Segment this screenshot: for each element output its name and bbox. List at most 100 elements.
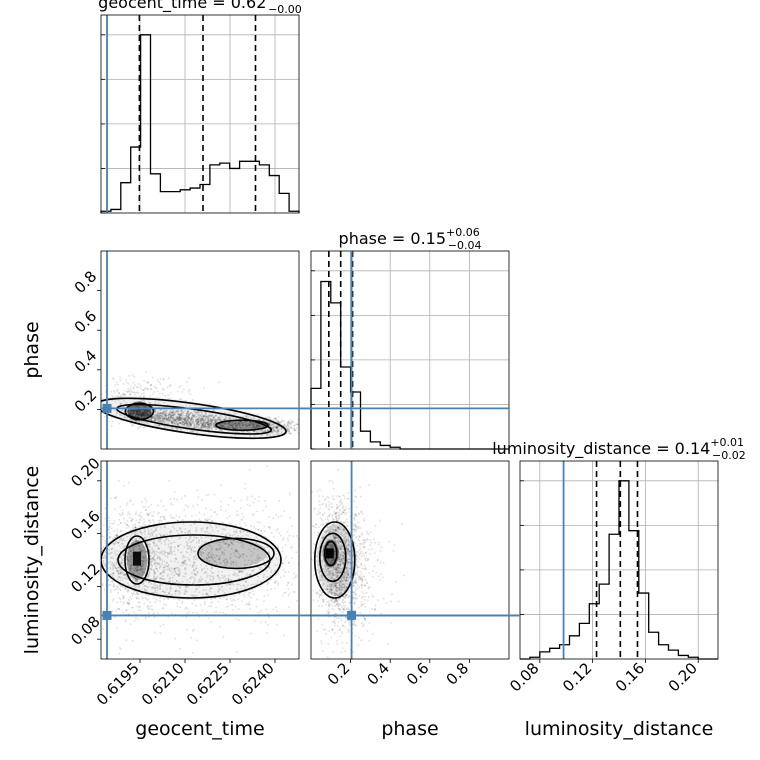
sample-point: [184, 515, 187, 517]
sample-point: [225, 598, 228, 600]
sample-point: [152, 557, 154, 560]
sample-point: [168, 545, 170, 548]
sample-point: [153, 542, 155, 545]
sample-point: [141, 532, 144, 534]
sample-point: [159, 420, 162, 422]
sample-point: [267, 551, 270, 554]
sample-point: [290, 420, 293, 423]
sample-point: [152, 530, 155, 532]
sample-point: [215, 421, 217, 423]
sample-point: [203, 421, 206, 423]
sample-point: [219, 544, 221, 547]
sample-point: [209, 423, 212, 425]
sample-point: [181, 551, 183, 553]
sample-point: [264, 430, 267, 433]
sample-point: [328, 591, 331, 594]
sample-point: [241, 570, 243, 573]
sample-point: [273, 417, 275, 420]
sample-point: [154, 419, 157, 422]
sample-point: [211, 535, 213, 538]
sample-point: [148, 580, 151, 583]
sample-point: [177, 416, 180, 419]
sample-point: [218, 596, 221, 599]
sample-point: [225, 533, 227, 536]
sample-point: [164, 535, 167, 537]
sample-point: [125, 524, 128, 526]
sample-point: [157, 612, 159, 614]
sample-point: [219, 428, 221, 430]
sample-point: [204, 580, 207, 582]
sample-point: [140, 421, 143, 424]
sample-point: [209, 588, 211, 591]
sample-point: [236, 583, 238, 586]
sample-point: [198, 518, 201, 521]
sample-point: [206, 518, 209, 521]
sample-point: [155, 418, 158, 420]
sample-point: [135, 570, 138, 572]
sample-point: [127, 552, 129, 554]
sample-point: [201, 499, 204, 502]
sample-point: [232, 598, 235, 601]
sample-point: [224, 579, 226, 581]
sample-point: [128, 481, 130, 484]
sample-point: [201, 424, 203, 427]
sample-point: [113, 585, 116, 588]
sample-point: [239, 570, 242, 573]
sample-point: [119, 522, 122, 524]
sample-point: [189, 424, 192, 427]
sample-point: [123, 393, 125, 395]
sample-point: [177, 413, 180, 415]
sample-point: [171, 422, 174, 425]
sample-point: [194, 420, 196, 423]
sample-point: [118, 544, 121, 547]
sample-point: [176, 605, 179, 607]
sample-point: [188, 418, 191, 420]
sample-point: [268, 423, 271, 425]
sample-point: [219, 428, 221, 431]
sample-point: [148, 581, 151, 583]
sample-point: [181, 556, 184, 559]
sample-point: [144, 585, 146, 587]
sample-point: [235, 549, 238, 552]
sample-point: [157, 551, 160, 554]
sample-point: [195, 588, 198, 590]
sample-point: [198, 546, 200, 548]
sample-point: [108, 528, 110, 531]
sample-point: [189, 412, 192, 415]
sample-point: [196, 570, 199, 573]
sample-point: [199, 604, 202, 606]
sample-point: [153, 417, 156, 420]
sample-point: [212, 425, 215, 428]
sample-point: [163, 410, 165, 413]
sample-point: [188, 558, 190, 561]
sample-point: [234, 423, 237, 425]
sample-point: [169, 588, 172, 590]
sample-point: [234, 573, 237, 575]
sample-point: [185, 585, 188, 587]
sample-point: [142, 420, 144, 423]
sample-point: [211, 418, 213, 420]
sample-point: [158, 557, 161, 560]
sample-point: [278, 532, 280, 534]
sample-point: [226, 422, 229, 424]
sample-point: [335, 522, 338, 525]
sample-point: [270, 431, 273, 433]
sample-point: [179, 536, 181, 539]
sample-point: [219, 588, 221, 591]
sample-point: [263, 431, 266, 433]
sample-point: [144, 590, 147, 593]
sample-point: [246, 425, 249, 427]
sample-point: [286, 424, 289, 426]
sample-point: [203, 425, 205, 428]
sample-point: [206, 593, 208, 595]
sample-point: [267, 422, 270, 425]
sample-point: [104, 540, 107, 542]
sample-point: [160, 414, 162, 416]
sample-point: [181, 418, 183, 420]
sample-point: [141, 525, 144, 528]
sample-point: [234, 425, 237, 427]
sample-point: [224, 542, 226, 544]
sample-point: [239, 570, 242, 572]
sample-point: [193, 546, 196, 549]
sample-point: [191, 416, 194, 418]
